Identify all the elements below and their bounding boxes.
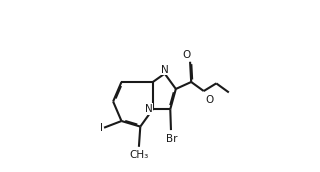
Text: O: O	[182, 50, 191, 60]
Text: N: N	[161, 65, 169, 75]
Text: CH₃: CH₃	[129, 150, 148, 160]
Text: Br: Br	[166, 134, 177, 144]
Text: O: O	[205, 95, 213, 105]
Text: I: I	[100, 123, 103, 133]
Text: N: N	[145, 104, 153, 114]
